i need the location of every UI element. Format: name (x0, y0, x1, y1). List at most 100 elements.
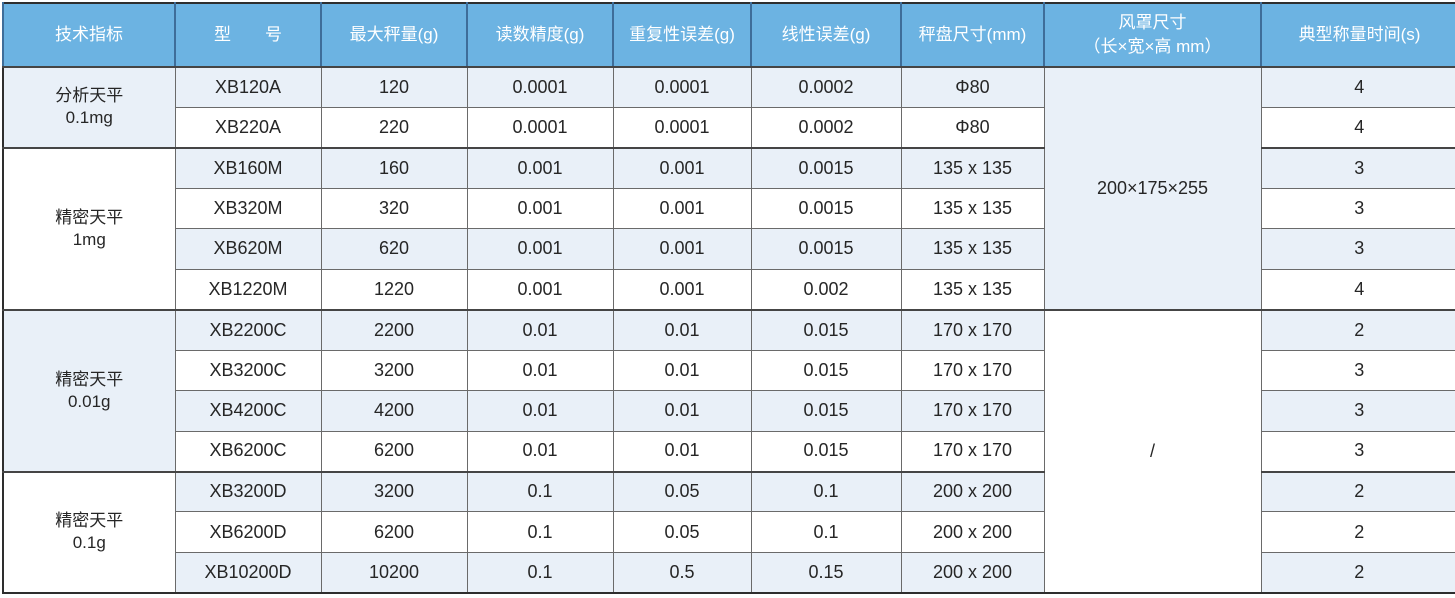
cell-pan-size: 135 x 135 (900, 228, 1045, 270)
cell-linearity-error: 0.015 (750, 390, 902, 432)
cell-readability: 0.0001 (466, 65, 614, 108)
cell-pan-size: 135 x 135 (900, 268, 1045, 311)
cell-max-capacity: 6200 (320, 430, 468, 473)
cell-linearity-error: 0.015 (750, 430, 902, 473)
cell-technical-indicator-group: 精密天平 0.1g (2, 470, 176, 594)
cell-model: XB320M (174, 187, 322, 230)
cell-readability: 0.01 (466, 390, 614, 432)
cell-pan-size: 200 x 200 (900, 470, 1045, 513)
cell-readability: 0.01 (466, 349, 614, 392)
cell-windshield-size: 200×175×255 (1043, 66, 1262, 311)
cell-pan-size: 170 x 170 (900, 349, 1045, 392)
table-row: XB6200D 6200 0.1 0.05 0.1 200 x 200 2 (3, 511, 1455, 553)
cell-readability: 0.0001 (466, 106, 614, 149)
cell-repeatability-error: 0.01 (612, 390, 752, 432)
cell-readability: 0.001 (466, 268, 614, 311)
cell-repeatability-error: 0.001 (612, 146, 752, 189)
cell-weighing-time: 2 (1260, 470, 1455, 513)
cell-repeatability-error: 0.001 (612, 268, 752, 311)
column-header-max-capacity: 最大秤量(g) (320, 3, 468, 68)
cell-repeatability-error: 0.001 (612, 187, 752, 230)
cell-repeatability-error: 0.0001 (612, 65, 752, 108)
table-row: XB320M 320 0.001 0.001 0.0015 135 x 135 3 (3, 187, 1455, 230)
cell-max-capacity: 1220 (320, 268, 468, 311)
column-header-typical-weighing-time: 典型称量时间(s) (1260, 3, 1455, 68)
cell-readability: 0.01 (466, 430, 614, 473)
cell-technical-indicator-group: 精密天平 1mg (2, 146, 176, 311)
cell-max-capacity: 220 (320, 106, 468, 149)
cell-windshield-size: / (1043, 308, 1262, 594)
cell-weighing-time: 4 (1260, 65, 1455, 108)
table-row: 精密天平 0.1g XB3200D 3200 0.1 0.05 0.1 200 x 200 2 (2, 470, 1455, 594)
table-row: XB1220M 1220 0.001 0.001 0.002 135 x 135 4 (3, 268, 1455, 311)
cell-readability: 0.001 (466, 146, 614, 189)
column-header-pan-size: 秤盘尺寸(mm) (900, 3, 1045, 68)
cell-linearity-error: 0.1 (750, 511, 902, 553)
cell-max-capacity: 160 (320, 146, 468, 189)
cell-model: XB3200D (174, 470, 322, 513)
cell-pan-size: Φ80 (900, 106, 1045, 149)
cell-repeatability-error: 0.05 (612, 470, 752, 513)
table-row: XB10200D 10200 0.1 0.5 0.15 200 x 200 2 (3, 551, 1455, 594)
cell-weighing-time: 3 (1260, 430, 1455, 473)
cell-linearity-error: 0.0015 (750, 187, 902, 230)
column-header-model: 型 号 (174, 3, 322, 68)
cell-max-capacity: 3200 (320, 470, 468, 513)
column-header-windshield-size: 风罩尺寸 （长×宽×高 mm） (1043, 3, 1262, 68)
cell-model: XB6200C (174, 430, 322, 473)
cell-pan-size: 200 x 200 (900, 551, 1045, 594)
cell-linearity-error: 0.0002 (750, 106, 902, 149)
table-body: 分析天平 0.1mg XB120A 120 0.0001 0.0001 0.0002 Φ80… (2, 65, 1455, 594)
cell-model: XB1220M (174, 268, 322, 311)
cell-model: XB3200C (174, 349, 322, 392)
cell-max-capacity: 620 (320, 228, 468, 270)
table-row: XB220A 220 0.0001 0.0001 0.0002 Φ80 4 (3, 106, 1455, 149)
cell-pan-size: 170 x 170 (900, 308, 1045, 351)
cell-weighing-time: 3 (1260, 390, 1455, 432)
cell-weighing-time: 2 (1260, 308, 1455, 351)
cell-pan-size: 135 x 135 (900, 146, 1045, 189)
cell-linearity-error: 0.0015 (750, 146, 902, 189)
table-row: 精密天平 1mg XB160M 160 0.001 0.001 0.0015 135 x 1… (2, 146, 1455, 311)
cell-weighing-time: 3 (1260, 349, 1455, 392)
cell-weighing-time: 4 (1260, 106, 1455, 149)
cell-max-capacity: 320 (320, 187, 468, 230)
cell-repeatability-error: 0.5 (612, 551, 752, 594)
table-row: 分析天平 0.1mg XB120A 120 0.0001 0.0001 0.0002 Φ80… (2, 65, 1455, 311)
cell-linearity-error: 0.015 (750, 308, 902, 351)
cell-max-capacity: 3200 (320, 349, 468, 392)
cell-linearity-error: 0.002 (750, 268, 902, 311)
cell-model: XB160M (174, 146, 322, 189)
table-row: XB4200C 4200 0.01 0.01 0.015 170 x 170 3 (3, 390, 1455, 432)
cell-max-capacity: 120 (320, 65, 468, 108)
cell-technical-indicator-group: 分析天平 0.1mg (2, 66, 176, 149)
cell-model: XB620M (174, 228, 322, 270)
cell-model: XB4200C (174, 390, 322, 432)
column-header-repeatability-error: 重复性误差(g) (612, 3, 752, 68)
cell-weighing-time: 3 (1260, 187, 1455, 230)
table-row: XB3200C 3200 0.01 0.01 0.015 170 x 170 3 (3, 349, 1455, 392)
cell-model: XB10200D (174, 551, 322, 594)
cell-pan-size: 135 x 135 (900, 187, 1045, 230)
cell-pan-size: Φ80 (900, 65, 1045, 108)
cell-technical-indicator-group: 精密天平 0.01g (2, 308, 176, 473)
cell-readability: 0.1 (466, 470, 614, 513)
cell-max-capacity: 6200 (320, 511, 468, 553)
cell-model: XB6200D (174, 511, 322, 553)
cell-readability: 0.1 (466, 511, 614, 553)
column-header-linearity-error: 线性误差(g) (750, 3, 902, 68)
cell-repeatability-error: 0.0001 (612, 106, 752, 149)
table-header-row: 技术指标型 号最大秤量(g) 读数精度(g) 重复性误差(g) 线性误差(g) 秤盘尺寸… (2, 3, 1455, 68)
cell-repeatability-error: 0.05 (612, 511, 752, 553)
column-header-technical-indicator: 技术指标 (2, 3, 176, 68)
cell-weighing-time: 3 (1260, 146, 1455, 189)
cell-weighing-time: 3 (1260, 228, 1455, 270)
column-header-readability: 读数精度(g) (466, 3, 614, 68)
cell-linearity-error: 0.15 (750, 551, 902, 594)
cell-repeatability-error: 0.001 (612, 228, 752, 270)
cell-weighing-time: 2 (1260, 511, 1455, 553)
cell-repeatability-error: 0.01 (612, 430, 752, 473)
cell-readability: 0.001 (466, 228, 614, 270)
